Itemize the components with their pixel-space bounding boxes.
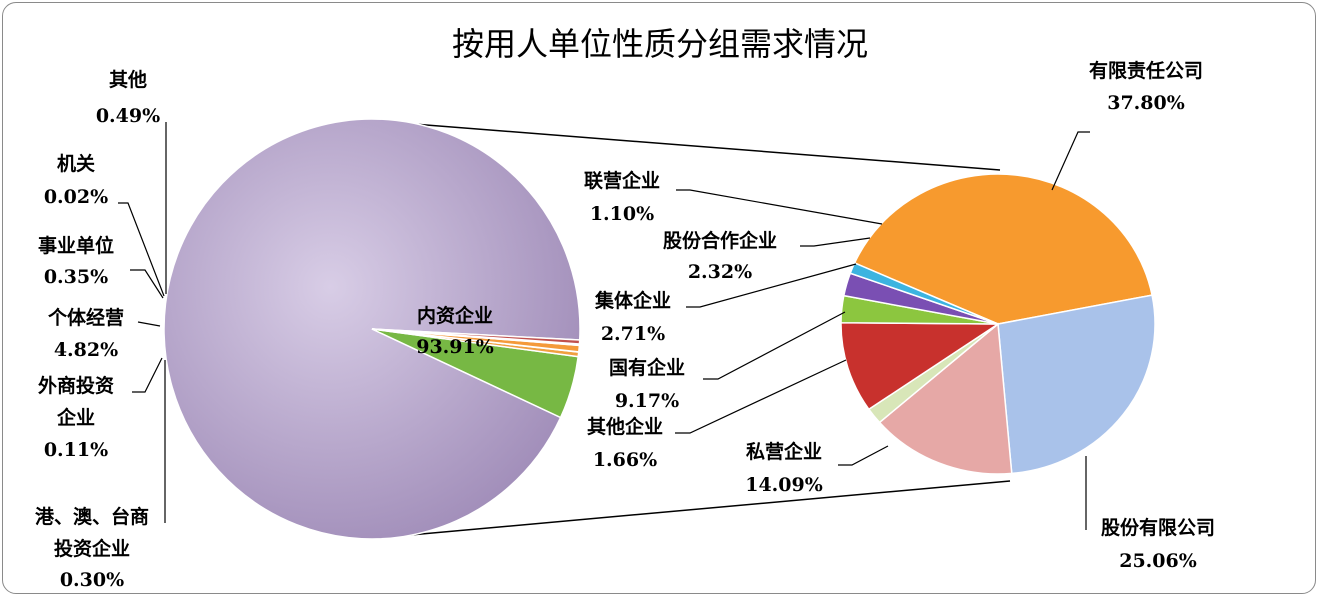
leader-gufen-hezuo bbox=[800, 237, 871, 247]
label-name-jiguan: 机关 bbox=[57, 152, 95, 175]
label-name-lianying: 联营企业 bbox=[584, 169, 660, 192]
label-name-qita-qiye: 其他企业 bbox=[587, 415, 663, 438]
label-value-shiye: 0.35% bbox=[44, 266, 108, 288]
label-value-guoyou: 9.17% bbox=[615, 390, 679, 412]
label-name-youxian: 有限责任公司 bbox=[1089, 59, 1203, 82]
secondary-pie-slice-7 bbox=[849, 262, 999, 325]
label-name-guoyou: 国有企业 bbox=[609, 356, 685, 379]
leader-waishang bbox=[132, 357, 163, 393]
connector-line-top bbox=[387, 121, 1001, 171]
label-name-geti: 个体经营 bbox=[47, 306, 124, 329]
label-value-jiti: 2.71% bbox=[601, 323, 665, 345]
label-value-siying: 14.09% bbox=[745, 474, 823, 496]
main-pie bbox=[163, 118, 581, 540]
label-name-gufen-youxian: 股份有限公司 bbox=[1101, 516, 1215, 539]
label-name-gangao-1: 港、澳、台商 bbox=[35, 505, 149, 528]
leader-geti bbox=[137, 321, 161, 327]
label-value-youxian: 37.80% bbox=[1107, 92, 1185, 114]
label-name-qita-main: 其他 bbox=[109, 68, 147, 91]
label-value-gufen-hezuo: 2.32% bbox=[688, 261, 752, 283]
leader-lianying bbox=[676, 189, 883, 225]
label-value-lianying: 1.10% bbox=[590, 203, 654, 225]
secondary-pie-slice-1 bbox=[997, 294, 1156, 475]
label-name-gangao-2: 投资企业 bbox=[54, 537, 130, 560]
leader-jiguan bbox=[118, 202, 165, 297]
leader-youxian bbox=[1051, 131, 1090, 191]
secondary-pie-slice-4 bbox=[840, 321, 1001, 411]
label-value-gufen-youxian: 25.06% bbox=[1119, 550, 1197, 572]
label-value-qita-main: 0.49% bbox=[96, 105, 160, 127]
leader-jiti bbox=[686, 263, 857, 308]
label-name-siying: 私营企业 bbox=[746, 440, 822, 463]
secondary-pie-slice-2 bbox=[878, 322, 1013, 475]
label-name-neizi: 内资企业 bbox=[417, 304, 493, 327]
secondary-pie bbox=[840, 173, 1156, 475]
leader-siying bbox=[838, 445, 889, 466]
label-value-gangao: 0.30% bbox=[60, 569, 124, 591]
label-value-qita-qiye: 1.66% bbox=[593, 449, 657, 471]
label-name-shiye: 事业单位 bbox=[38, 234, 114, 257]
label-value-waishang: 0.11% bbox=[44, 439, 108, 461]
label-value-jiguan: 0.02% bbox=[44, 186, 108, 208]
label-name-waishang-2: 企业 bbox=[56, 406, 95, 429]
label-name-gufen-hezuo: 股份合作企业 bbox=[663, 229, 777, 252]
connector-line-bottom bbox=[387, 480, 1011, 538]
label-value-geti: 4.82% bbox=[54, 339, 118, 361]
leader-shiye bbox=[130, 269, 164, 299]
label-name-jiti: 集体企业 bbox=[594, 289, 671, 312]
chart-title: 按用人单位性质分组需求情况 bbox=[452, 25, 868, 63]
leader-guoyou bbox=[703, 311, 846, 380]
secondary-pie-slice-0 bbox=[853, 173, 1153, 325]
label-name-waishang-1: 外商投资 bbox=[38, 374, 114, 397]
leader-qita-qiye bbox=[675, 359, 847, 434]
label-value-neizi: 93.91% bbox=[416, 336, 494, 358]
main-pie-slice-6 bbox=[371, 328, 581, 345]
